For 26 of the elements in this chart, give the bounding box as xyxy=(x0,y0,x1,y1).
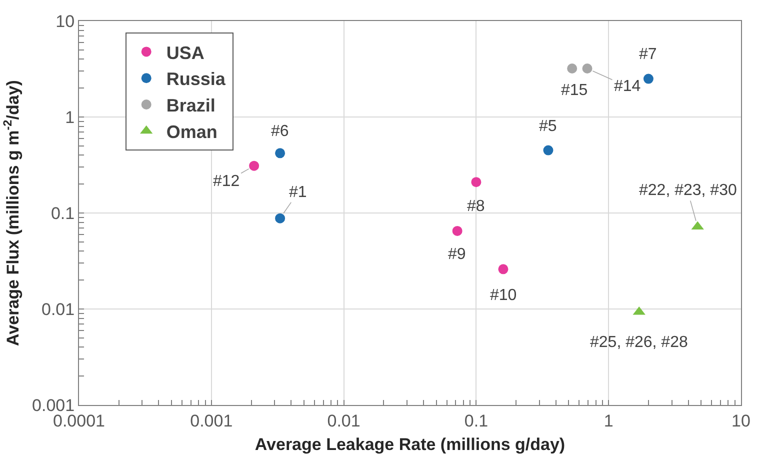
annotation: #5 xyxy=(539,118,557,135)
annotation: #22, #23, #30 xyxy=(639,182,737,199)
annotation: #25, #26, #28 xyxy=(590,334,688,351)
annotation: #9 xyxy=(448,246,466,263)
legend-label: Oman xyxy=(166,122,218,142)
annotation: #12 xyxy=(213,173,240,190)
annotation: #8 xyxy=(467,198,485,215)
x-tick-label: 10 xyxy=(732,411,750,430)
annotation: #14 xyxy=(614,78,641,95)
x-tick-label: 1 xyxy=(604,411,614,430)
annotation: #6 xyxy=(271,123,289,140)
x-tick-label: 0.001 xyxy=(190,411,233,430)
y-tick-label: 0.01 xyxy=(42,300,75,319)
y-tick-label: 10 xyxy=(56,12,75,31)
annotation: #15 xyxy=(561,82,588,99)
x-axis-title: Average Leakage Rate (millions g/day) xyxy=(254,434,566,454)
annotation: #10 xyxy=(490,287,517,304)
annotation: #1 xyxy=(289,184,307,201)
y-tick-label: 1 xyxy=(65,108,75,127)
legend-label: USA xyxy=(166,42,204,63)
legend-label: Brazil xyxy=(166,96,216,116)
y-tick-label: 0.1 xyxy=(50,204,75,223)
annotation: #7 xyxy=(639,46,657,63)
x-tick-label: 0.01 xyxy=(327,411,360,430)
x-tick-label: 0.1 xyxy=(464,411,488,430)
legend-label: Russia xyxy=(166,69,226,90)
